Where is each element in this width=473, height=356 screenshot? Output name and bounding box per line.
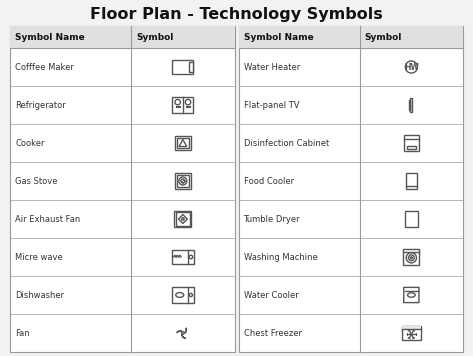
Text: Symbol: Symbol [365,32,402,42]
Bar [175,173,191,189]
Text: Fan: Fan [15,329,30,337]
Bar [404,135,419,151]
Bar [405,211,418,226]
Text: Symbol: Symbol [136,32,174,42]
Text: Water Heater: Water Heater [244,63,300,72]
Text: Symbol Name: Symbol Name [244,32,313,42]
Text: Chest Freezer: Chest Freezer [244,329,301,337]
Bar [173,60,193,74]
Bar [175,136,191,150]
Text: Flat-panel TV: Flat-panel TV [244,100,299,110]
Bar [10,26,235,48]
Text: Washing Machine: Washing Machine [244,252,317,262]
Text: Micre wave: Micre wave [15,252,63,262]
Bar [407,146,416,149]
Text: Air Exhaust Fan: Air Exhaust Fan [15,215,80,224]
Text: Food Cooler: Food Cooler [244,177,294,185]
Bar [172,287,194,303]
Text: Tumble Dryer: Tumble Dryer [244,215,300,224]
Bar [177,175,189,187]
Text: HW: HW [404,63,419,72]
Bar [238,26,463,48]
Bar [189,62,193,72]
Text: Floor Plan - Technology Symbols: Floor Plan - Technology Symbols [90,6,383,21]
Bar [172,250,194,264]
Bar [10,26,235,352]
Text: Dishwasher: Dishwasher [15,290,64,299]
Bar [406,173,417,189]
Text: Symbol Name: Symbol Name [15,32,85,42]
Bar [402,326,420,329]
Bar [175,211,191,227]
Bar [403,249,420,265]
Bar [177,138,189,148]
FancyBboxPatch shape [404,287,419,303]
Text: Cofffee Maker: Cofffee Maker [15,63,74,72]
Text: Refrigerator: Refrigerator [15,100,66,110]
Bar [402,326,420,340]
Text: Gas Stove: Gas Stove [15,177,58,185]
Text: Disinfection Cabinet: Disinfection Cabinet [244,138,329,147]
Bar [410,98,412,112]
Bar [173,97,193,113]
Bar [176,212,190,226]
Text: Cooker: Cooker [15,138,44,147]
Bar [409,100,410,110]
Bar [238,26,463,352]
Text: Water Cooler: Water Cooler [244,290,298,299]
